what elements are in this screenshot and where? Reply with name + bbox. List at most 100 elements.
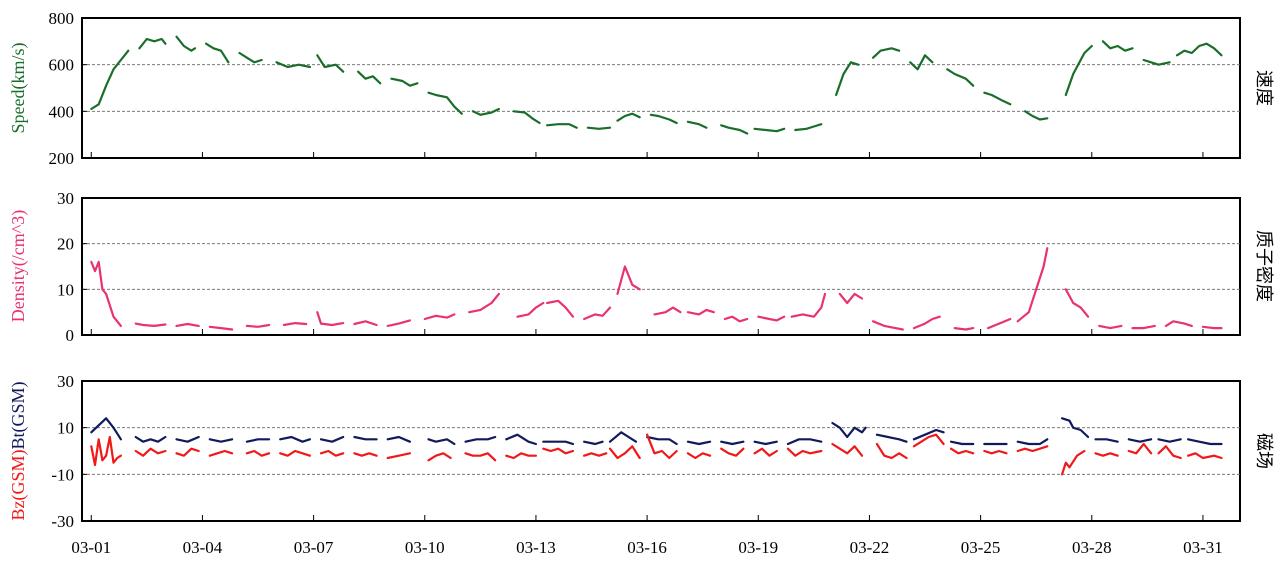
density-y-axis-label: Density(/cm^3) (8, 210, 29, 322)
speed-series-line-0 (909, 54, 934, 71)
magnetic-y-tick-label: -10 (51, 465, 74, 484)
speed-y-tick-label: 600 (49, 56, 75, 75)
magnetic-series-line-bt-gsm- (319, 435, 345, 443)
magnetic-series-line-bt-gsm- (583, 440, 604, 446)
density-series-line-0 (282, 322, 308, 327)
magnetic-series-line-bt-gsm- (875, 433, 908, 443)
x-tick-label: 03-10 (405, 538, 445, 557)
density-series-line-0 (653, 306, 682, 316)
x-tick-label: 03-13 (516, 538, 556, 557)
bt-label: Bt(GSM) (8, 381, 29, 449)
magnetic-series-line-bt-gsm- (90, 417, 122, 441)
density-series-line-0 (1098, 324, 1123, 330)
magnetic-series-line-bz-gsm- (1016, 445, 1049, 453)
x-tick-label: 03-22 (850, 538, 890, 557)
magnetic-series-line-bz-gsm- (875, 442, 908, 460)
density-series-line-0 (616, 265, 641, 295)
density-series-line-0 (790, 292, 827, 318)
magnetic-series-line-bz-gsm- (1127, 442, 1153, 455)
magnetic-series-line-bz-gsm- (1187, 452, 1223, 460)
x-tick-label: 03-31 (1183, 538, 1223, 557)
speed-series-line-0 (390, 77, 419, 87)
magnetic-series-line-bz-gsm- (949, 447, 975, 455)
density-series-line-0 (316, 311, 345, 327)
magnetic-series-line-bt-gsm- (245, 438, 271, 443)
magnetic-series-line-bz-gsm- (1061, 449, 1086, 476)
magnetic-series-line-bt-gsm- (386, 435, 411, 443)
magnetic-series-line-bz-gsm- (505, 452, 537, 460)
speed-series-line-0 (983, 91, 1012, 106)
speed-series-line-0 (1101, 40, 1134, 52)
density-lines (90, 247, 1223, 331)
speed-side-label: 速度 (1254, 70, 1274, 106)
density-x-tick-marks (90, 329, 1204, 335)
density-series-line-0 (468, 292, 500, 314)
magnetic-series-line-bt-gsm- (464, 435, 497, 443)
speed-series-line-0 (175, 35, 197, 52)
magnetic-series-line-bz-gsm- (1094, 452, 1119, 457)
magnetic-panel: -30 -10 10 30 Bz(GSM)Bt(GSM) 磁场 (8, 372, 1274, 531)
magnetic-series-line-bz-gsm- (175, 447, 200, 457)
magnetic-series-line-bz-gsm- (542, 447, 575, 455)
density-side-label: 质子密度 (1254, 230, 1274, 302)
magnetic-y-axis-label: Bz(GSM)Bt(GSM) (8, 381, 29, 520)
density-series-line-0 (583, 306, 612, 321)
magnetic-series-line-bt-gsm- (753, 440, 778, 446)
density-series-line-0 (134, 322, 167, 327)
speed-series-line-0 (946, 68, 975, 87)
magnetic-series-line-bz-gsm- (583, 452, 608, 457)
density-series-line-0 (175, 322, 200, 327)
density-series-line-0 (1016, 247, 1049, 323)
magnetic-series-line-bz-gsm- (353, 452, 378, 457)
speed-grid (82, 64, 1240, 112)
density-series-line-0 (838, 292, 864, 305)
magnetic-series-line-bt-gsm- (608, 431, 638, 443)
x-tick-label: 03-19 (738, 538, 778, 557)
magnetic-series-line-bz-gsm- (912, 433, 945, 448)
magnetic-lines (90, 417, 1223, 476)
speed-series-line-0 (546, 123, 578, 129)
density-series-line-0 (723, 315, 749, 323)
speed-y-ticks: 200 400 600 800 (49, 9, 87, 168)
speed-series-line-0 (1023, 110, 1049, 121)
density-panel: 0 10 20 30 Density(/cm^3) 质子密度 (8, 189, 1274, 345)
speed-series-line-0 (512, 110, 541, 125)
magnetic-plot-frame (81, 380, 1241, 522)
magnetic-series-line-bt-gsm- (1016, 438, 1049, 446)
density-y-tick-label: 0 (66, 326, 75, 345)
magnetic-y-tick-label: -30 (51, 512, 74, 531)
speed-series-line-0 (138, 37, 167, 50)
density-series-line-0 (757, 315, 786, 322)
density-series-line-0 (1064, 288, 1090, 318)
speed-series-line-0 (649, 113, 678, 125)
magnetic-series-line-bz-gsm- (208, 449, 234, 457)
magnetic-series-line-bz-gsm- (720, 447, 745, 457)
magnetic-series-line-bt-gsm- (175, 435, 200, 443)
magnetic-series-line-bt-gsm- (646, 435, 678, 446)
x-tick-label: 03-04 (183, 538, 223, 557)
magnetic-series-line-bz-gsm- (983, 449, 1008, 455)
magnetic-series-line-bz-gsm- (386, 452, 411, 460)
speed-series-line-0 (794, 123, 823, 132)
speed-series-line-0 (1175, 42, 1223, 57)
magnetic-series-line-bt-gsm- (353, 435, 378, 441)
density-grid (82, 243, 1240, 290)
x-tick-label: 03-01 (71, 538, 111, 557)
speed-y-axis-label: Speed(km/s) (8, 43, 29, 134)
magnetic-series-line-bt-gsm- (1157, 438, 1182, 443)
magnetic-series-line-bt-gsm- (1061, 417, 1090, 439)
magnetic-series-line-bt-gsm- (279, 435, 311, 443)
magnetic-series-line-bt-gsm- (720, 440, 745, 446)
speed-series-line-0 (471, 107, 500, 116)
magnetic-series-line-bz-gsm- (279, 449, 311, 457)
magnetic-series-line-bz-gsm- (831, 442, 864, 457)
magnetic-y-tick-label: 10 (57, 419, 74, 438)
density-y-tick-label: 10 (57, 280, 74, 299)
magnetic-series-line-bz-gsm- (245, 449, 271, 457)
density-plot-frame (81, 197, 1241, 336)
speed-y-tick-label: 800 (49, 9, 75, 28)
magnetic-series-line-bt-gsm- (686, 440, 712, 446)
magnetic-y-ticks: -30 -10 10 30 (51, 372, 87, 531)
density-series-line-0 (986, 317, 1012, 330)
